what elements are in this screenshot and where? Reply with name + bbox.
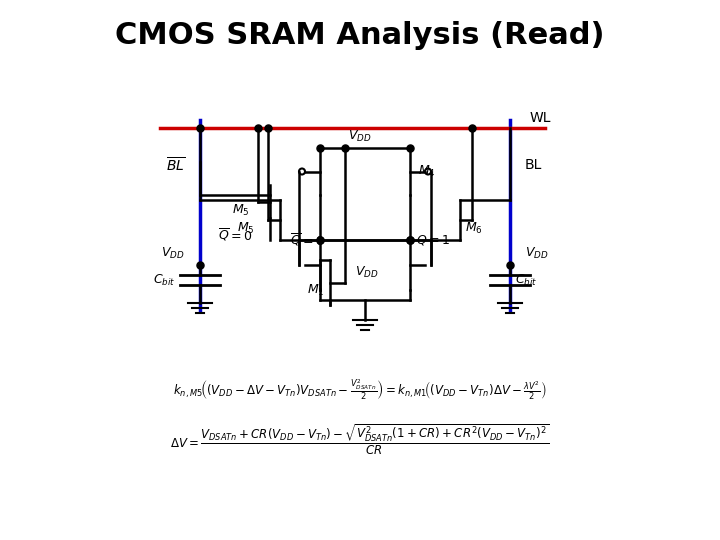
Text: $M_4$: $M_4$	[418, 164, 436, 179]
Text: $M_1$: $M_1$	[307, 283, 325, 298]
Text: CMOS SRAM Analysis (Read): CMOS SRAM Analysis (Read)	[115, 21, 605, 50]
Text: $V_{DD}$: $V_{DD}$	[525, 246, 549, 261]
Text: $\overline{BL}$: $\overline{BL}$	[166, 156, 185, 174]
Text: $C_{bit}$: $C_{bit}$	[153, 273, 175, 287]
Text: BL: BL	[525, 158, 542, 172]
Text: $C_{bit}$: $C_{bit}$	[515, 273, 537, 287]
Text: $\Delta V = \dfrac{V_{DSATn}+CR(V_{DD}-V_{Tn})-\sqrt{V_{DSATn}^2(1+CR)+CR^2(V_{D: $\Delta V = \dfrac{V_{DSATn}+CR(V_{DD}-V…	[171, 423, 549, 457]
Text: $V_{DD}$: $V_{DD}$	[161, 246, 185, 261]
Text: $M_5$: $M_5$	[238, 220, 255, 235]
Text: $M_6$: $M_6$	[465, 220, 483, 235]
Text: $V_{DD}$: $V_{DD}$	[355, 265, 379, 280]
Text: $\overline{Q}=0$: $\overline{Q}=0$	[217, 227, 252, 243]
Text: $\overline{Q}=0$: $\overline{Q}=0$	[290, 232, 324, 248]
Text: $M_5$: $M_5$	[233, 202, 250, 218]
Text: $k_{n,M5}\!\left((V_{DD}-\Delta V-V_{Tn})V_{DSATn}-\frac{V_{DSATn}^2}{2}\right) : $k_{n,M5}\!\left((V_{DD}-\Delta V-V_{Tn}…	[174, 378, 546, 402]
Text: $V_{DD}$: $V_{DD}$	[348, 129, 372, 144]
Text: $Q=1$: $Q=1$	[416, 233, 450, 247]
Text: WL: WL	[530, 111, 552, 125]
